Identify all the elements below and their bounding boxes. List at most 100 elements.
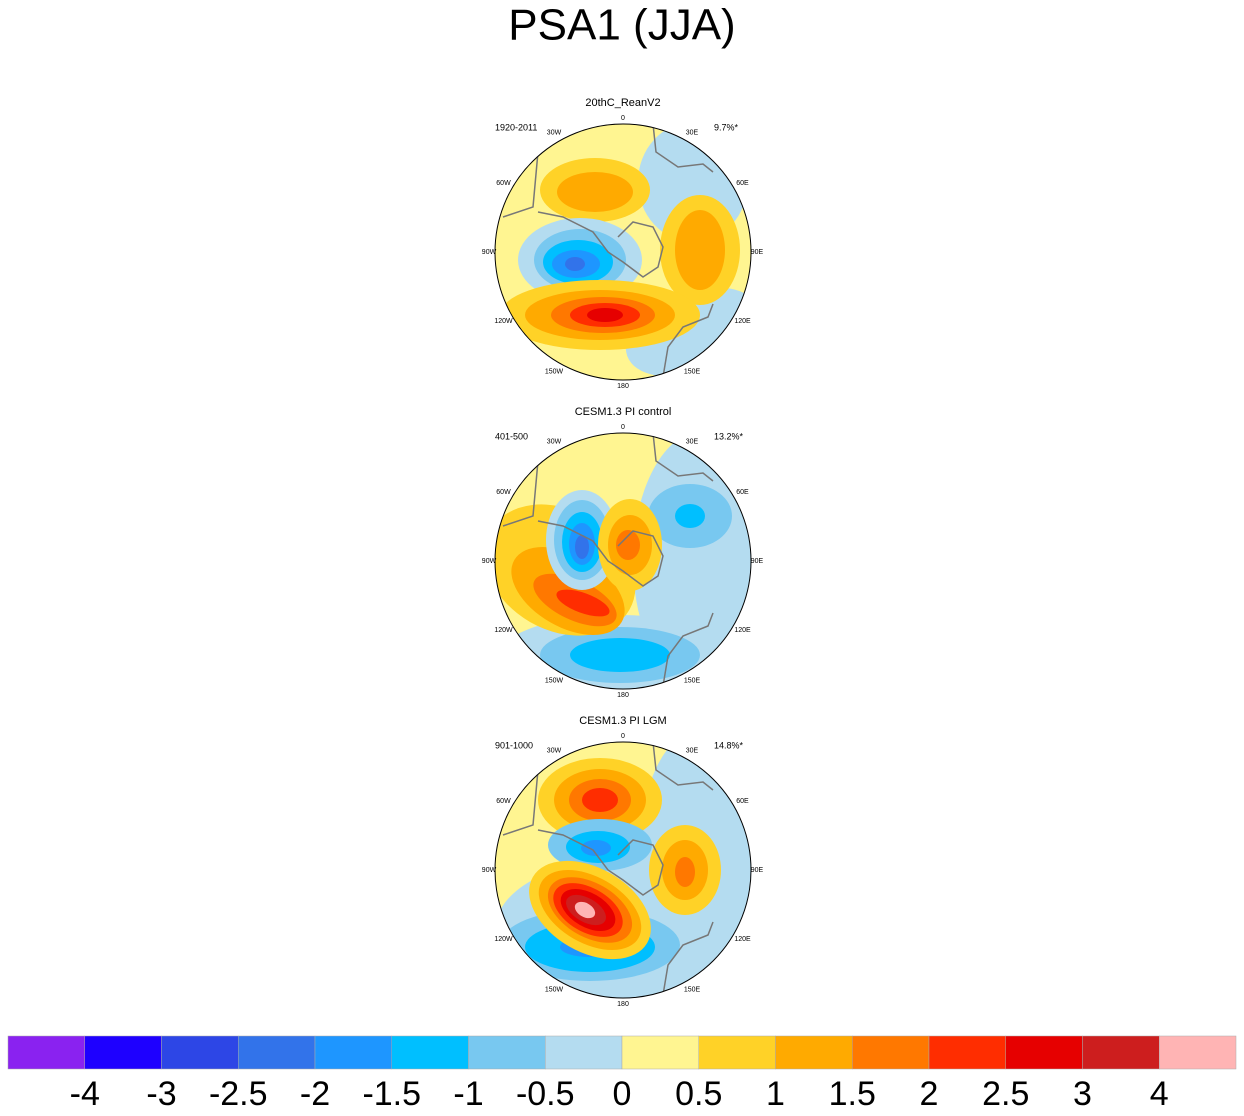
longitude-label: 30E: [686, 438, 699, 445]
panel-title: CESM1.3 PI control: [575, 406, 672, 418]
longitude-label: 30E: [686, 129, 699, 136]
contour-region: [581, 840, 611, 856]
contour-region: [675, 857, 695, 887]
coastline: [537, 211, 664, 278]
coastline: [537, 829, 664, 896]
colorbar-label: -2: [300, 1075, 330, 1113]
longitude-label: 30E: [686, 747, 699, 754]
contour-region: [582, 788, 618, 812]
panel-title: 20thC_ReanV2: [585, 97, 660, 109]
longitude-label: 150W: [545, 368, 564, 375]
map-border: [494, 432, 752, 690]
colorbar-label: 3: [1073, 1075, 1092, 1113]
panel-period: 901-1000: [495, 740, 533, 750]
contour-region: [570, 638, 670, 672]
contour-region: [675, 210, 725, 290]
longitude-label: 60E: [736, 180, 749, 187]
colorbar-label: -0.5: [516, 1075, 575, 1113]
longitude-label: 120W: [494, 318, 513, 325]
figure-title: PSA1 (JJA): [508, 1, 735, 50]
longitude-label: 60W: [496, 798, 511, 805]
contour-region: [556, 589, 610, 617]
panel-variance: 9.7%*: [714, 122, 739, 132]
colorbar-box: [314, 1035, 392, 1070]
contour-region: [616, 530, 640, 560]
longitude-label: 180: [617, 383, 629, 390]
colorbar-box: [545, 1035, 623, 1070]
panel-title: CESM1.3 PI LGM: [579, 715, 666, 727]
colorbar-box: [852, 1035, 930, 1070]
longitude-label: 120E: [734, 627, 751, 634]
longitude-label: 150E: [684, 986, 701, 993]
colorbar-label: -4: [70, 1075, 100, 1113]
map-panel: [495, 742, 751, 998]
colorbar-label: 0: [613, 1075, 632, 1113]
longitude-label: 90E: [751, 867, 764, 874]
coastline: [662, 612, 714, 687]
longitude-label: 0: [621, 424, 625, 431]
colorbar-box: [1005, 1035, 1083, 1070]
longitude-label: 120E: [734, 936, 751, 943]
longitude-label: 120W: [494, 936, 513, 943]
colorbar-box: [161, 1035, 239, 1070]
colorbar-box: [391, 1035, 469, 1070]
longitude-label: 90W: [482, 249, 497, 256]
contour-region: [565, 257, 585, 271]
colorbar-label: 4: [1150, 1075, 1169, 1113]
contour-region: [575, 535, 589, 559]
colorbar-box: [928, 1035, 1006, 1070]
colorbar-label: 1: [766, 1075, 785, 1113]
coastline: [537, 520, 664, 587]
coastline: [652, 124, 714, 173]
panel-variance: 14.8%*: [714, 740, 744, 750]
colorbar-box: [621, 1035, 699, 1070]
colorbar-box: [775, 1035, 853, 1070]
colorbar-label: -3: [146, 1075, 176, 1113]
colorbar-label: -1: [453, 1075, 483, 1113]
longitude-label: 90E: [751, 558, 764, 565]
longitude-label: 150E: [684, 368, 701, 375]
colorbar-box: [84, 1035, 162, 1070]
contour-region: [557, 172, 633, 212]
colorbar-label: 2.5: [982, 1075, 1029, 1113]
contour-region: [574, 901, 596, 919]
colorbar-box: [1159, 1035, 1237, 1070]
longitude-label: 30W: [547, 747, 562, 754]
panel-period: 401-500: [495, 431, 528, 441]
colorbar-label: 0.5: [675, 1075, 722, 1113]
colorbar-box: [468, 1035, 546, 1070]
colorbar-label: 1.5: [829, 1075, 876, 1113]
longitude-label: 60E: [736, 489, 749, 496]
longitude-label: 60E: [736, 798, 749, 805]
longitude-label: 0: [621, 115, 625, 122]
longitude-label: 150W: [545, 677, 564, 684]
longitude-label: 180: [617, 1001, 629, 1008]
coastline: [662, 921, 714, 996]
colorbar-label: 2: [920, 1075, 939, 1113]
map-border: [494, 741, 752, 999]
longitude-label: 0: [621, 733, 625, 740]
colorbar-box: [698, 1035, 776, 1070]
colorbar-box: [238, 1035, 316, 1070]
longitude-label: 120W: [494, 627, 513, 634]
longitude-label: 30W: [547, 438, 562, 445]
longitude-label: 90E: [751, 249, 764, 256]
map-panel: [495, 433, 751, 689]
colorbar-label: -2.5: [209, 1075, 268, 1113]
coastline: [652, 433, 714, 482]
contour-region: [587, 308, 623, 322]
longitude-label: 60W: [496, 489, 511, 496]
longitude-label: 120E: [734, 318, 751, 325]
colorbar-box: [1082, 1035, 1160, 1070]
coastline: [652, 742, 714, 791]
map-panel: [495, 124, 751, 380]
longitude-label: 90W: [482, 867, 497, 874]
panel-period: 1920-2011: [495, 122, 537, 132]
longitude-label: 30W: [547, 129, 562, 136]
longitude-label: 180: [617, 692, 629, 699]
coastline: [662, 303, 714, 378]
longitude-label: 150E: [684, 677, 701, 684]
contour-region: [675, 504, 705, 528]
colorbar-box: [7, 1035, 85, 1070]
